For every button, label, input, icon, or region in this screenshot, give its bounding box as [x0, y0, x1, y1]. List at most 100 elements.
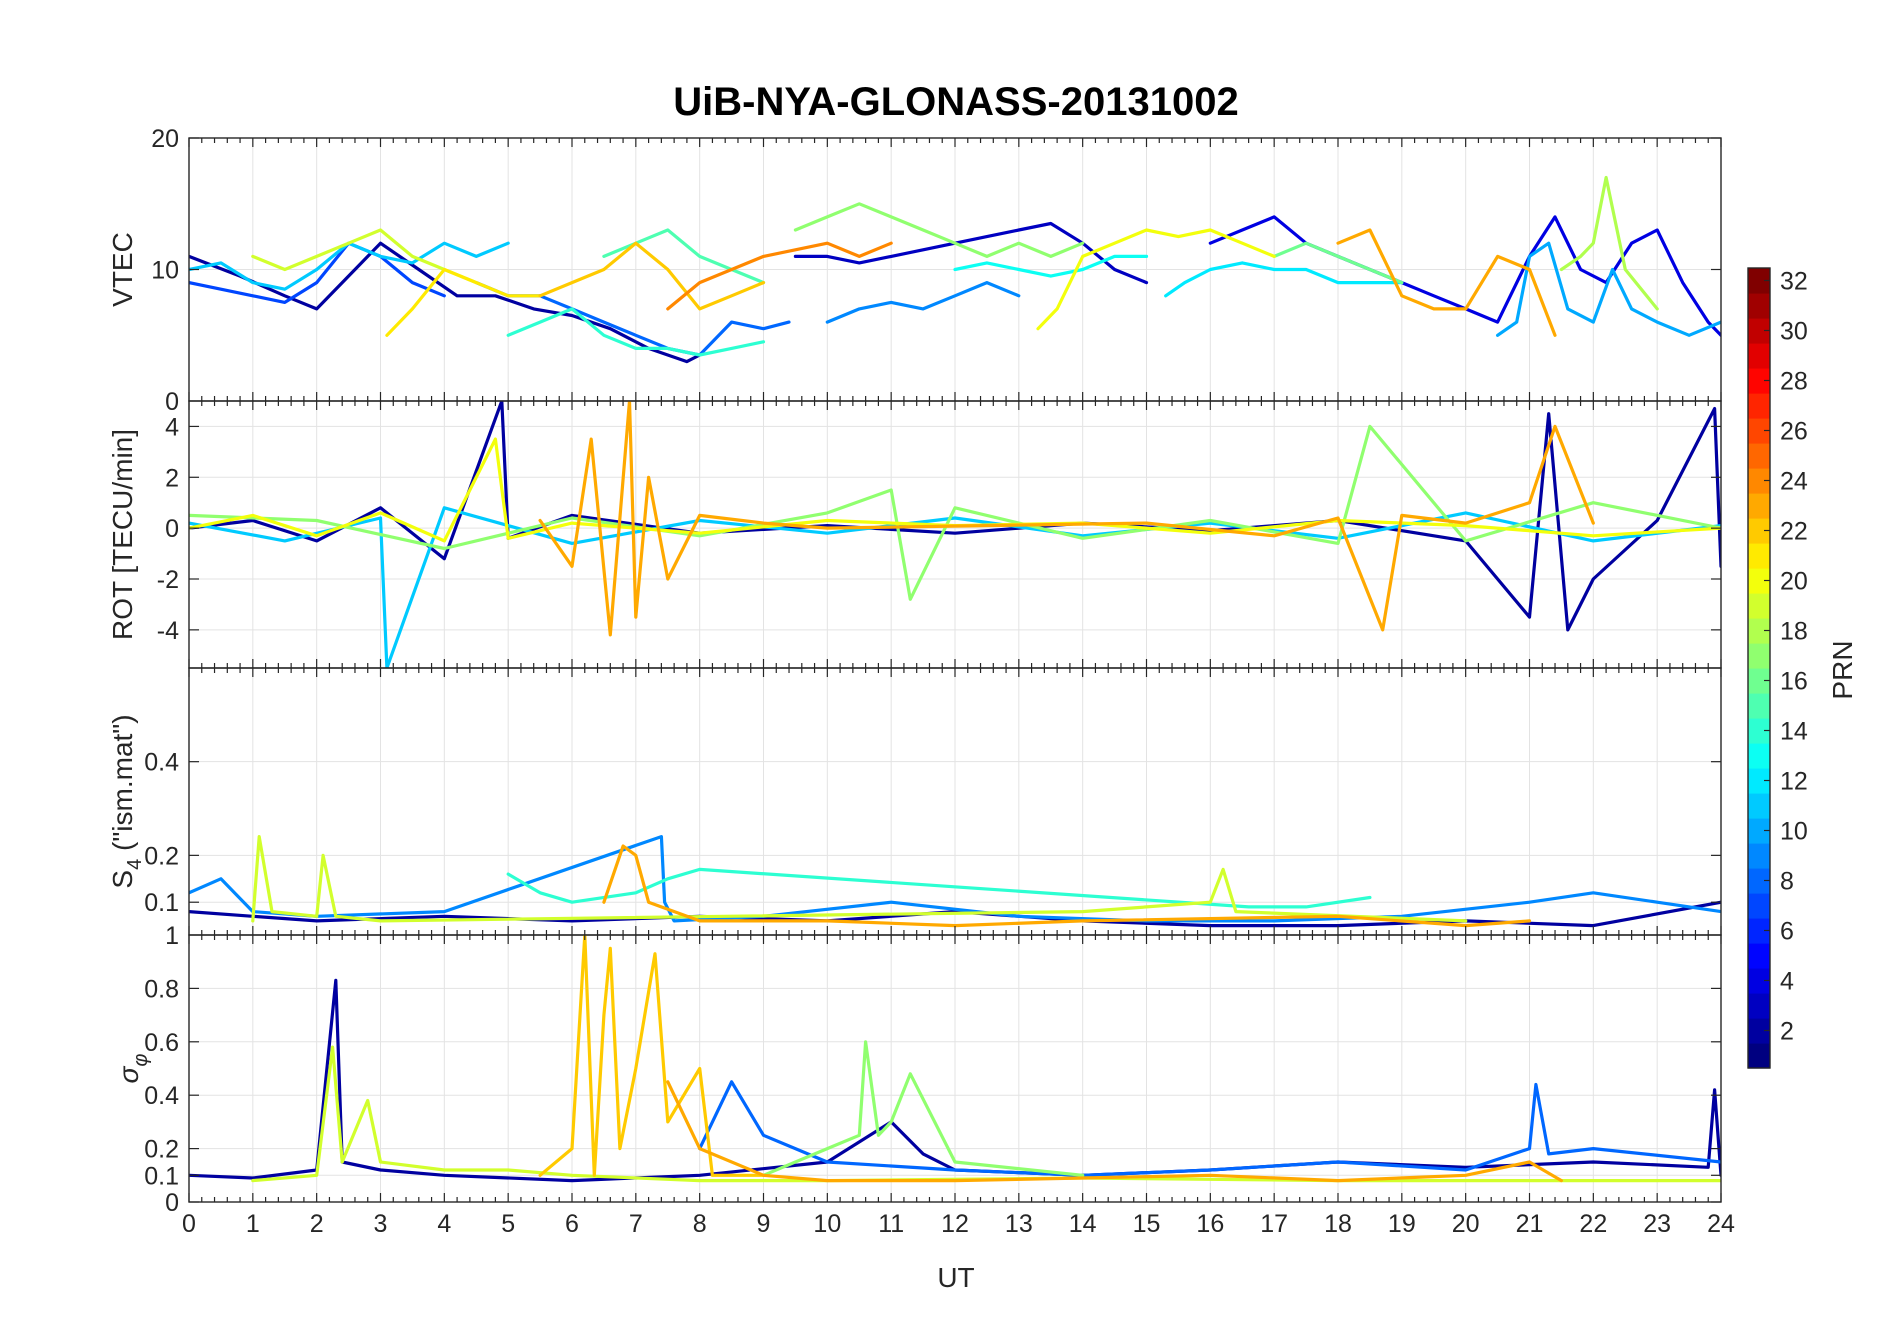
series-vtec-prn-11 — [189, 241, 510, 291]
x-tick-label: 1 — [246, 1210, 260, 1238]
colorbar-segment — [1748, 368, 1770, 394]
y-tick-label: 0.4 — [144, 749, 179, 777]
colorbar-segment — [1748, 568, 1770, 594]
grid — [188, 668, 1722, 935]
colorbar-tick-label: 24 — [1780, 468, 1808, 496]
series-vtec-prn-15 — [602, 228, 766, 285]
y-tick-label: 0.1 — [144, 889, 179, 917]
panel-vtec: 10 20 VTEC — [107, 125, 1722, 402]
series-sigma_phi-prn-22 — [538, 935, 766, 1177]
colorbar-tick-label: 10 — [1780, 818, 1808, 846]
y-top-label: 1 — [165, 922, 179, 950]
series-group — [189, 175, 1721, 364]
y-axis-label: σφ — [113, 1054, 152, 1084]
y-tick-label: 0 — [165, 515, 179, 543]
y-tick-label: 0.6 — [144, 1029, 179, 1057]
colorbar-segment — [1748, 943, 1770, 969]
y-tick-label: 2 — [165, 464, 179, 492]
series-rot-prn-23 — [538, 401, 1595, 637]
colorbar-label: PRN — [1827, 640, 1858, 699]
series-vtec-prn-20 — [1036, 228, 1276, 331]
minor-ticks — [188, 668, 1722, 935]
colorbar-tick-label: 20 — [1780, 568, 1808, 596]
series-vtec-prn-3 — [793, 221, 1149, 285]
series-vtec-prn-7 — [189, 241, 446, 304]
x-tick-label: 12 — [941, 1210, 969, 1238]
colorbar-tick-label: 30 — [1780, 318, 1808, 346]
series-group — [189, 401, 1721, 668]
y-tick-label: 0.2 — [144, 842, 179, 870]
chart-title: UiB-NYA-GLONASS-20131002 — [673, 80, 1238, 124]
y-tick-label: -2 — [157, 566, 179, 594]
colorbar-segment — [1748, 493, 1770, 519]
colorbar-tick-label: 18 — [1780, 618, 1808, 646]
colorbar-segment — [1748, 918, 1770, 944]
x-tick-label: 17 — [1260, 1210, 1288, 1238]
series-vtec-prn-17 — [793, 202, 1085, 258]
colorbar-segment — [1748, 718, 1770, 744]
x-axis-label: UT — [937, 1262, 974, 1293]
series-vtec-prn-12 — [1164, 261, 1404, 298]
colorbar-segment — [1748, 993, 1770, 1019]
colorbar-tick-label: 12 — [1780, 768, 1808, 796]
series-vtec-prn-8 — [474, 281, 791, 357]
x-tick-label: 11 — [878, 1210, 904, 1238]
colorbar-segment — [1748, 793, 1770, 819]
colorbar-tick-label: 26 — [1780, 418, 1808, 446]
colorbar-tick-label: 16 — [1780, 668, 1808, 696]
colorbar-segment — [1748, 443, 1770, 469]
series-vtec-prn-24 — [666, 241, 893, 311]
colorbar-segment — [1748, 293, 1770, 319]
series-vtec-prn-2 — [189, 241, 702, 364]
x-tick-label: 22 — [1579, 1210, 1607, 1238]
colorbar-segment — [1748, 543, 1770, 569]
series-group — [189, 935, 1721, 1183]
colorbar-segment — [1748, 818, 1770, 844]
series-sigma_phi-prn-8 — [698, 1080, 1721, 1177]
series-vtec-prn-9 — [825, 281, 1021, 324]
colorbar-segment — [1748, 843, 1770, 869]
series-vtec-prn-10 — [1496, 241, 1721, 337]
series-s4-prn-2 — [189, 900, 1721, 928]
colorbar-tick-label: 8 — [1780, 868, 1794, 896]
x-tick-label: 14 — [1069, 1210, 1097, 1238]
x-tick-label: 18 — [1324, 1210, 1352, 1238]
y-tick-label: 20 — [151, 125, 179, 153]
x-tick-label: 15 — [1133, 1210, 1161, 1238]
colorbar-segment — [1748, 893, 1770, 919]
colorbar-segment — [1748, 868, 1770, 894]
colorbar-segment — [1748, 518, 1770, 544]
colorbar-segment — [1748, 668, 1770, 694]
colorbar-segment — [1748, 768, 1770, 794]
colorbar-tick-label: 28 — [1780, 368, 1808, 396]
x-tick-label: 16 — [1196, 1210, 1224, 1238]
y-tick-label: 10 — [151, 257, 179, 285]
minor-ticks — [188, 401, 1722, 668]
x-tick-label: 3 — [374, 1210, 388, 1238]
colorbar-segment — [1748, 318, 1770, 344]
colorbar-segment — [1748, 268, 1770, 294]
y-axis-label: VTEC — [107, 232, 138, 307]
x-tick-label: 2 — [310, 1210, 324, 1238]
colorbar-segment — [1748, 468, 1770, 494]
colorbar-segment — [1748, 343, 1770, 369]
x-tick-label: 23 — [1643, 1210, 1671, 1238]
x-tick-label: 13 — [1005, 1210, 1033, 1238]
series-vtec-prn-19 — [251, 228, 478, 285]
x-tick-label: 0 — [182, 1210, 196, 1238]
y-axis-label: S4 ("ism.mat") — [107, 714, 146, 888]
series-s4-prn-19 — [251, 835, 1468, 923]
series-vtec-prn-16 — [1272, 241, 1404, 285]
panel-sigma-phi: 00.10.2 0.4 0.6 0.8 1 σφ — [113, 922, 1722, 1217]
colorbar-tick-label: 14 — [1780, 718, 1808, 746]
minor-ticks — [188, 137, 1722, 401]
series-group — [189, 835, 1721, 928]
series-vtec-prn-23 — [1336, 228, 1557, 337]
y-tick-label: 0.1 — [144, 1162, 179, 1190]
x-tick-label: 21 — [1516, 1210, 1544, 1238]
x-tick-label: 8 — [693, 1210, 707, 1238]
colorbar-segment — [1748, 393, 1770, 419]
colorbar-segment — [1748, 418, 1770, 444]
